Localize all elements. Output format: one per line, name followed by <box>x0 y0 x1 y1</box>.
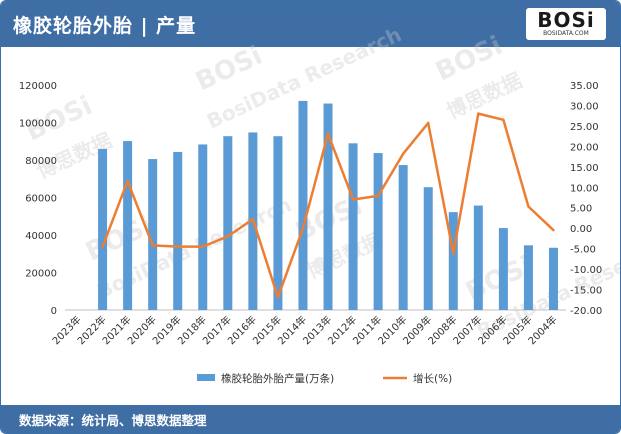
data-source: 数据来源：统计局、博思数据整理 <box>19 413 207 428</box>
y-left-tick-label: 20000 <box>25 269 57 280</box>
y-right-tick-label: 10.00 <box>570 183 599 194</box>
brand-logo-text: BOSi <box>537 8 595 32</box>
line-growth-point <box>101 245 104 248</box>
y-right-tick-label: 0.00 <box>570 224 592 235</box>
footer-bar: 数据来源：统计局、博思数据整理 <box>1 405 620 433</box>
line-growth-point <box>151 244 154 247</box>
bar-production <box>323 103 333 310</box>
line-growth-point <box>502 118 505 121</box>
bar-production <box>398 165 408 310</box>
bar-production <box>223 136 233 310</box>
bar-production <box>523 245 533 310</box>
line-growth-point <box>226 235 230 238</box>
line-growth-point <box>376 194 380 198</box>
line-growth-point <box>176 245 179 248</box>
bar-production <box>198 144 208 310</box>
bar-production <box>148 159 158 310</box>
legend-bar-label: 橡胶轮胎外胎产量(万条) <box>221 372 334 385</box>
y-right-tick-label: 25.00 <box>570 122 599 133</box>
legend-line-label: 增长(%) <box>413 372 452 385</box>
bar-production <box>348 143 358 310</box>
y-right-tick-label: -20.00 <box>570 306 602 317</box>
line-growth-point <box>477 112 480 115</box>
line-growth-point <box>452 252 455 255</box>
y-left-tick-label: 80000 <box>25 156 57 167</box>
page-title: 橡胶轮胎外胎 | 产量 <box>13 15 197 37</box>
y-right-tick-label: 30.00 <box>570 101 599 112</box>
line-growth-point <box>326 132 330 135</box>
y-right-tick-label: 35.00 <box>570 81 599 92</box>
bar-production <box>298 100 308 310</box>
bar-production <box>423 187 433 310</box>
y-right-tick-label: 5.00 <box>570 204 592 215</box>
bar-production <box>498 228 508 310</box>
y-right-tick-label: -15.00 <box>570 286 602 297</box>
y-left-tick-label: 40000 <box>25 231 57 242</box>
bar-production <box>98 148 108 310</box>
bar-production <box>448 212 458 310</box>
line-growth-point <box>401 152 405 155</box>
line-growth-point <box>552 229 555 232</box>
line-growth-point <box>251 217 255 221</box>
bar-production <box>373 153 383 310</box>
y-left-tick-label: 0 <box>51 306 57 317</box>
bar-production <box>123 141 133 310</box>
line-growth-point <box>201 245 204 248</box>
line-growth-point <box>126 179 129 183</box>
y-right-tick-label: -10.00 <box>570 265 602 276</box>
y-left-tick-label: 100000 <box>19 119 57 130</box>
line-growth-point <box>276 296 280 299</box>
y-left-tick-label: 60000 <box>25 194 57 205</box>
line-growth-point <box>527 205 530 208</box>
y-right-tick-label: -5.00 <box>570 245 596 256</box>
legend-bar-swatch <box>197 374 215 381</box>
line-growth-point <box>301 226 305 230</box>
bar-production <box>273 136 283 310</box>
bar-production <box>173 151 183 310</box>
y-right-tick-label: 20.00 <box>570 142 599 153</box>
y-left-tick-label: 120000 <box>19 81 57 92</box>
brand-logo: BOSi BOSIDATA.COM <box>526 8 606 40</box>
header-bar: 橡胶轮胎外胎 | 产量 BOSi BOSIDATA.COM <box>1 1 620 47</box>
line-growth-point <box>351 198 355 201</box>
line-growth-point <box>427 121 430 125</box>
brand-logo-url: BOSIDATA.COM <box>543 30 589 37</box>
bar-production <box>548 247 558 310</box>
y-right-tick-label: 15.00 <box>570 163 599 174</box>
bar-production <box>473 205 483 310</box>
